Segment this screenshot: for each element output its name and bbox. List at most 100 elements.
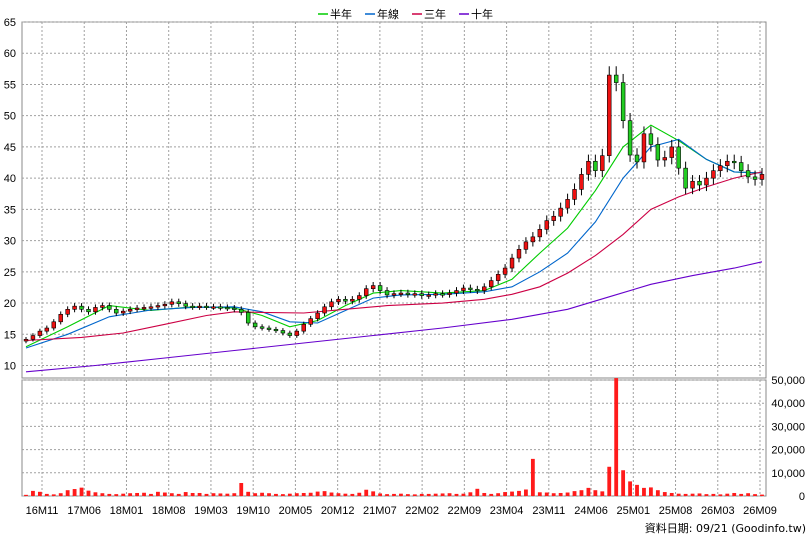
volume-bar-67 <box>489 493 494 496</box>
volume-bar-82 <box>593 490 598 496</box>
volume-bar-49 <box>364 489 369 496</box>
volume-bar-60 <box>440 493 445 496</box>
volume-bar-21 <box>169 493 174 496</box>
volume-bar-38 <box>287 493 292 496</box>
volume-bar-5 <box>58 493 63 496</box>
volume-bar-17 <box>142 492 146 496</box>
volume-bar-19 <box>156 491 160 496</box>
candle-body-10 <box>93 307 98 313</box>
ma-line-3 <box>25 261 763 373</box>
volume-bar-102 <box>732 492 737 496</box>
x-axis: 16M11 17M06 18M01 18M08 19M03 19M10 20M05 20M12… <box>26 505 777 517</box>
volume-bar-28 <box>218 493 223 496</box>
volume-bar-2 <box>37 491 42 496</box>
candlesticks <box>23 66 765 344</box>
price-tick-0: 10 <box>4 361 16 373</box>
candle-body-34 <box>259 326 265 329</box>
candle-body-39 <box>294 330 300 336</box>
volume-bar-15 <box>128 493 133 496</box>
volume-bar-27 <box>211 493 216 496</box>
candle-body-38 <box>287 332 293 336</box>
x-tick-5: 19M10 <box>236 505 270 517</box>
x-tick-12: 23M11 <box>532 505 565 517</box>
volume-bar-70 <box>510 491 514 496</box>
price-grid <box>22 21 766 496</box>
volume-bar-85 <box>614 378 619 496</box>
candle-body-46 <box>343 299 348 302</box>
volume-bar-43 <box>322 491 327 496</box>
price-tick-11: 65 <box>4 17 16 29</box>
volume-bar-11 <box>100 493 105 496</box>
x-tick-15: 25M08 <box>659 505 693 517</box>
volume-bar-6 <box>65 490 70 496</box>
candle-body-13 <box>114 308 119 314</box>
volume-bar-56 <box>412 494 417 496</box>
x-tick-2: 18M01 <box>110 505 144 517</box>
candle-body-54 <box>398 292 404 295</box>
volume-bar-77 <box>558 492 563 496</box>
volume-bar-16 <box>135 492 140 496</box>
candle-body-49 <box>364 288 369 296</box>
volume-bar-24 <box>190 492 195 496</box>
volume-bar-35 <box>267 493 271 496</box>
x-tick-7: 20M12 <box>321 505 355 517</box>
candle-body-87 <box>627 120 633 156</box>
candle-body-106 <box>759 174 765 180</box>
legend-label-3: 十年 <box>471 7 493 21</box>
candle-body-98 <box>704 177 709 186</box>
candle-body-5 <box>58 313 63 323</box>
volume-bar-48 <box>357 492 362 496</box>
volume-bar-83 <box>600 491 605 496</box>
x-tick-1: 17M06 <box>67 505 101 517</box>
legend-label-1: 年線 <box>377 7 399 21</box>
volume-bar-29 <box>225 493 230 496</box>
volume-bar-74 <box>537 492 542 496</box>
volume-bar-68 <box>496 493 501 496</box>
price-axis: 10 15 20 25 30 35 40 45 50 55 60 65 <box>4 17 16 373</box>
candle-body-68 <box>495 274 501 281</box>
volume-bar-96 <box>690 493 695 496</box>
volume-grid <box>22 379 766 497</box>
volume-bar-12 <box>107 493 112 496</box>
volume-bar-105 <box>753 494 757 496</box>
volume-bar-53 <box>392 493 396 496</box>
volume-bar-66 <box>482 492 487 496</box>
volume-bar-84 <box>607 466 612 496</box>
candle-body-95 <box>683 167 688 189</box>
candle-body-50 <box>370 285 376 289</box>
volume-bar-31 <box>239 483 244 496</box>
price-tick-5: 35 <box>4 204 16 216</box>
volume-bar-9 <box>86 490 91 496</box>
candle-body-62 <box>454 290 459 294</box>
candle-body-80 <box>579 174 584 190</box>
volume-bar-106 <box>760 494 764 496</box>
volume-bar-91 <box>655 490 660 496</box>
candle-body-33 <box>252 322 258 328</box>
volume-bar-58 <box>426 493 431 496</box>
candle-body-79 <box>572 189 577 200</box>
volume-bar-30 <box>232 493 237 496</box>
volume-bar-93 <box>669 492 674 496</box>
volume-bar-59 <box>433 493 438 496</box>
volume-axis: 0 10,000 20,000 30,000 40,000 50,000 <box>771 375 805 503</box>
candle-body-22 <box>176 301 181 304</box>
volume-bar-69 <box>503 492 508 496</box>
candle-body-103 <box>738 162 744 171</box>
volume-bar-4 <box>51 494 56 496</box>
volume-bar-98 <box>704 494 709 496</box>
volume-bar-55 <box>405 494 410 496</box>
candle-body-19 <box>155 305 161 308</box>
candle-body-16 <box>134 307 140 310</box>
volume-bar-92 <box>662 492 667 496</box>
candle-body-14 <box>120 310 126 314</box>
x-tick-6: 20M05 <box>279 505 313 517</box>
volume-bar-25 <box>197 492 202 496</box>
candle-body-12 <box>107 305 112 310</box>
candle-body-84 <box>607 74 612 156</box>
candle-body-27 <box>211 306 216 309</box>
candle-body-64 <box>468 287 473 290</box>
volume-bar-22 <box>176 493 181 496</box>
price-tick-8: 50 <box>4 111 16 123</box>
candle-body-88 <box>634 154 640 163</box>
